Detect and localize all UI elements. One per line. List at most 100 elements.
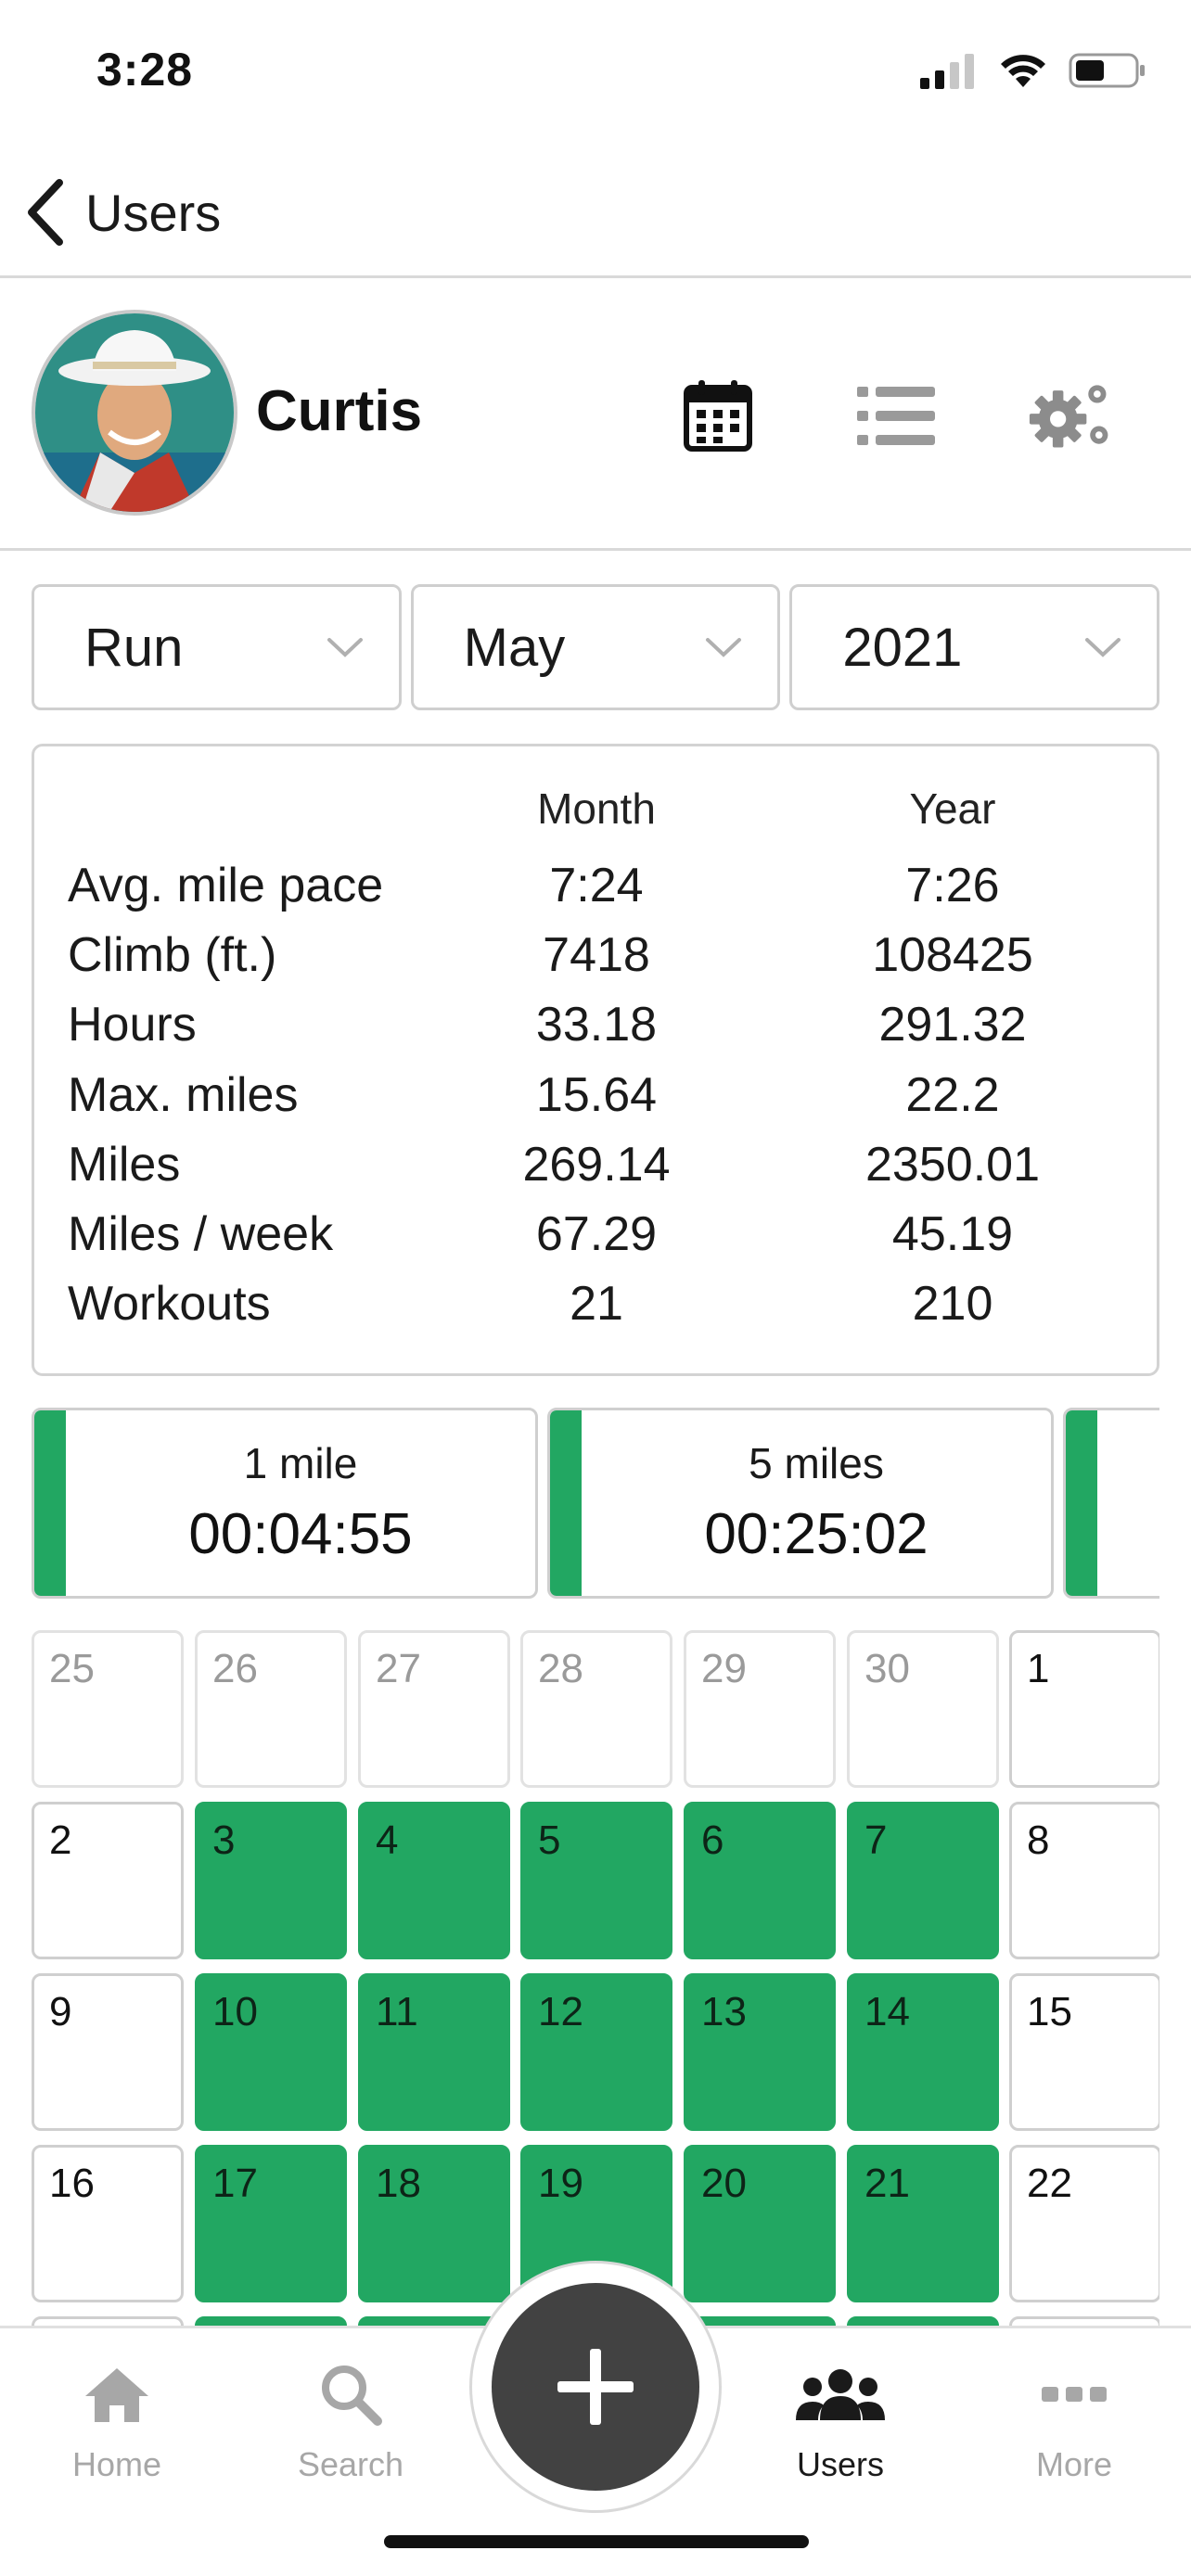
- calendar-day[interactable]: 17: [195, 2145, 347, 2302]
- stat-label: Miles: [68, 1138, 181, 1192]
- calendar-day[interactable]: 12: [520, 1973, 672, 2131]
- stat-label: Climb (ft.): [68, 928, 277, 982]
- add-workout-button[interactable]: [492, 2283, 699, 2491]
- calendar-day[interactable]: 7: [847, 1802, 999, 1959]
- stats-row: Workouts 21 210: [68, 1276, 1125, 1346]
- tab-more[interactable]: More: [991, 2354, 1158, 2484]
- search-icon: [322, 2366, 382, 2426]
- calendar-icon: [684, 380, 752, 452]
- calendar-day[interactable]: 26: [195, 1630, 347, 1788]
- calendar-day[interactable]: [684, 2316, 836, 2326]
- chevron-down-icon: [706, 638, 742, 657]
- stat-label: Miles / week: [68, 1207, 334, 1261]
- calendar-day[interactable]: 18: [358, 2145, 510, 2302]
- calendar-day[interactable]: 13: [684, 1973, 836, 2131]
- profile-header: Curtis: [0, 278, 1191, 551]
- calendar-day[interactable]: 6: [684, 1802, 836, 1959]
- day-number: 10: [212, 1989, 258, 2034]
- calendar-day[interactable]: [195, 2316, 347, 2326]
- month-column-header: Month: [537, 784, 656, 833]
- personal-record-card[interactable]: [1063, 1408, 1159, 1599]
- home-indicator: [384, 2535, 809, 2548]
- record-time: 00:25:02: [704, 1502, 928, 1566]
- calendar-day[interactable]: 10: [195, 1973, 347, 2131]
- accent-bar: [34, 1410, 66, 1596]
- list-view-button[interactable]: [852, 371, 941, 460]
- calendar-day[interactable]: 16: [32, 2145, 184, 2302]
- tab-label: More: [1035, 2445, 1113, 2483]
- day-number: 20: [701, 2161, 747, 2206]
- calendar-day[interactable]: 8: [1009, 1802, 1159, 1959]
- chevron-down-icon: [327, 638, 363, 657]
- avatar[interactable]: [32, 310, 237, 516]
- day-number: 5: [538, 1817, 561, 1863]
- activity-calendar: 25 26 27 28 29 30 1 2 3 4 5 6 7 8 9 10 11 12 13 14 15 16 17 18 1…: [32, 1630, 1159, 2326]
- calendar-day[interactable]: 20: [684, 2145, 836, 2302]
- day-number: 12: [538, 1989, 583, 2034]
- day-number: 6: [701, 1817, 724, 1863]
- activity-type-value: Run: [84, 617, 184, 678]
- back-label: Users: [85, 183, 222, 242]
- stat-label: Workouts: [68, 1277, 271, 1331]
- list-icon: [857, 387, 935, 445]
- calendar-day[interactable]: 30: [847, 1630, 999, 1788]
- calendar-day[interactable]: 2: [32, 1802, 184, 1959]
- calendar-day[interactable]: 25: [32, 1630, 184, 1788]
- calendar-day[interactable]: [1009, 2316, 1159, 2326]
- calendar-day[interactable]: 14: [847, 1973, 999, 2131]
- accent-bar: [1066, 1410, 1097, 1596]
- day-number: 30: [864, 1646, 910, 1691]
- stat-label: Avg. mile pace: [68, 859, 384, 912]
- chevron-down-icon: [1085, 638, 1121, 657]
- users-icon: [796, 2369, 885, 2420]
- calendar-day[interactable]: [847, 2316, 999, 2326]
- stat-month-value: 15.64: [535, 1068, 658, 1122]
- stat-month-value: 269.14: [522, 1138, 671, 1192]
- calendar-day[interactable]: 15: [1009, 1973, 1159, 2131]
- calendar-day[interactable]: 1: [1009, 1630, 1159, 1788]
- calendar-day[interactable]: [32, 2316, 184, 2326]
- back-button[interactable]: Users: [24, 171, 221, 254]
- day-number: 27: [376, 1646, 421, 1691]
- stat-year-value: 22.2: [905, 1068, 1000, 1122]
- tab-home[interactable]: Home: [33, 2354, 200, 2484]
- calendar-day[interactable]: 21: [847, 2145, 999, 2302]
- tab-search[interactable]: Search: [267, 2354, 434, 2484]
- record-distance: 1 mile: [243, 1439, 358, 1487]
- calendar-day[interactable]: 3: [195, 1802, 347, 1959]
- personal-record-card[interactable]: 5 miles 00:25:02: [547, 1408, 1054, 1599]
- calendar-day[interactable]: 5: [520, 1802, 672, 1959]
- more-icon: [1042, 2387, 1107, 2402]
- personal-records-scroller[interactable]: 1 mile 00:04:55 5 miles 00:25:02: [32, 1408, 1159, 1599]
- activity-type-select[interactable]: Run: [32, 584, 402, 710]
- calendar-day[interactable]: 27: [358, 1630, 510, 1788]
- calendar-day[interactable]: 22: [1009, 2145, 1159, 2302]
- stats-row: Max. miles 15.64 22.2: [68, 1067, 1125, 1138]
- stat-year-value: 45.19: [891, 1207, 1014, 1261]
- gears-icon: [1029, 385, 1108, 448]
- stat-label: Max. miles: [68, 1068, 299, 1122]
- navigation-bar: Users: [0, 148, 1191, 278]
- day-number: 4: [376, 1817, 399, 1863]
- year-select[interactable]: 2021: [789, 584, 1160, 710]
- calendar-day[interactable]: 11: [358, 1973, 510, 2131]
- stats-table: Month Year Avg. mile pace 7:24 7:26 Clim…: [32, 744, 1159, 1376]
- stat-year-value: 2350.01: [865, 1138, 1040, 1192]
- calendar-view-button[interactable]: [673, 371, 762, 460]
- year-value: 2021: [842, 617, 963, 678]
- month-select[interactable]: May: [410, 584, 781, 710]
- day-number: 1: [1027, 1646, 1050, 1691]
- settings-button[interactable]: [1028, 371, 1117, 460]
- tab-label: Home: [71, 2445, 162, 2483]
- calendar-day[interactable]: 29: [684, 1630, 836, 1788]
- tab-users[interactable]: Users: [757, 2354, 924, 2484]
- calendar-day[interactable]: 4: [358, 1802, 510, 1959]
- filters: Run May 2021: [32, 584, 1160, 710]
- calendar-day[interactable]: 9: [32, 1973, 184, 2131]
- stat-year-value: 291.32: [878, 998, 1027, 1052]
- signal-icon: [920, 54, 974, 89]
- calendar-day[interactable]: 28: [520, 1630, 672, 1788]
- chevron-left-icon: [28, 179, 63, 246]
- stat-year-value: 210: [912, 1277, 993, 1331]
- personal-record-card[interactable]: 1 mile 00:04:55: [32, 1408, 538, 1599]
